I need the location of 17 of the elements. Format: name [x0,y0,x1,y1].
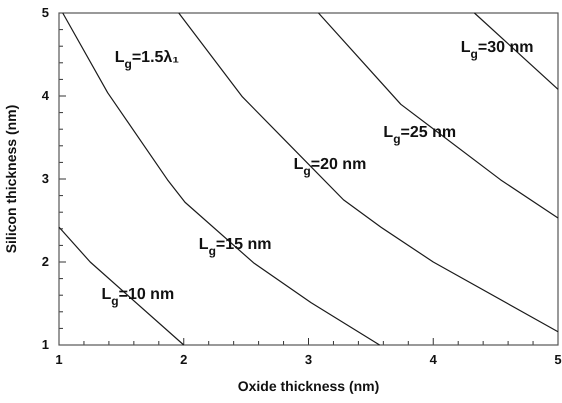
y-tick-label: 5 [42,5,49,20]
x-tick-label: 5 [554,352,562,368]
y-tick-label: 2 [42,254,49,270]
y-tick-label: 4 [42,88,50,104]
annotation: L$_{g}$=1.5λ₁ [114,49,180,71]
line-series [62,12,380,346]
y-tick-label: 3 [42,171,49,186]
y-axis-title: Silicon thickness (nm) [3,104,19,254]
x-tick-label: 2 [180,352,188,368]
series-label: L$_{g}$=20 nm [294,156,366,178]
y-tick-label: 1 [42,337,49,352]
series-label: L$_{g}$=30 nm [460,39,534,62]
x-tick-label: 1 [55,352,63,368]
x-axis-title: Oxide thickness (nm) [238,378,380,394]
line-series [178,12,559,332]
x-tick-label: 3 [304,352,312,368]
x-tick-label: 4 [430,352,438,368]
